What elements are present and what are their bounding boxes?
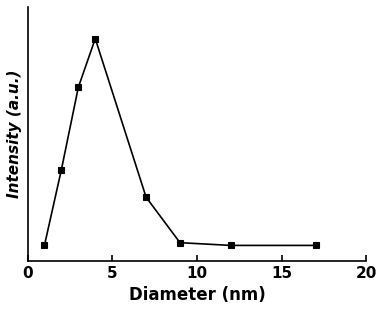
Y-axis label: Intensity (a.u.): Intensity (a.u.) — [7, 70, 22, 198]
X-axis label: Diameter (nm): Diameter (nm) — [129, 286, 265, 304]
